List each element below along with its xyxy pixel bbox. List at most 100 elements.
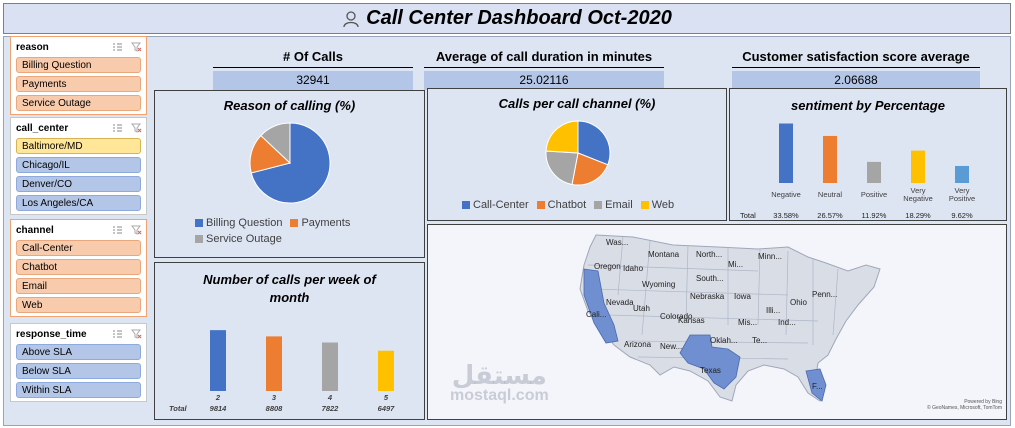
map-state-label: Nebraska [690,292,725,301]
legend-label: Email [605,199,633,211]
week-bar[interactable] [378,350,394,391]
legend-label: Call-Center [473,199,529,211]
map-state-label: Cali... [586,310,606,319]
channel-pie [545,120,611,186]
weekly-calls-chart[interactable]: Number of calls per week of month 2 9814 3… [154,262,425,420]
legend-entry: Web [640,199,674,211]
map-credit-line1: Powered by Bing [964,399,1002,405]
user-icon [343,10,359,27]
pie-slice-email[interactable] [545,150,579,186]
clear-filter-icon[interactable] [131,123,142,133]
us-map-chart[interactable]: Was... Oregon Idaho Montana North... Mi... Min… [427,224,1007,420]
watermark: مستقل mostaql.com [450,363,549,406]
clear-filter-icon[interactable] [131,225,142,235]
channel-chart[interactable]: Calls per call channel (%) Call-Center Ch… [427,88,727,221]
map-state-label: Oregon [594,262,621,271]
slicer-item-denver-co[interactable]: Denver/CO [16,176,141,192]
legend-swatch [594,201,603,209]
reason-chart-title: Reason of calling (%) [223,98,356,113]
slicer-title: reason [16,41,49,53]
dashboard-title-bar: Call Center Dashboard Oct-2020 [3,3,1011,34]
slicer-header: call_center [11,118,146,138]
california-state [583,268,619,344]
week-value-label: 8808 [266,404,284,413]
slicer-item-above-sla[interactable]: Above SLA [16,344,141,360]
channel-chart-title: Calls per call channel (%) [498,96,656,111]
legend-entry: Email [594,199,633,211]
clear-filter-icon[interactable] [131,329,142,339]
map-state-label: Kansas [678,316,705,325]
pie-slice-chatbot[interactable] [571,152,609,186]
week-bar[interactable] [322,342,338,391]
slicer-item-billing-question[interactable]: Billing Question [16,57,141,73]
legend-entry: Billing Question [195,217,282,229]
kpi-duration-label: Average of call duration in minutes [424,46,664,68]
weekly-bars: 2 9814 3 8808 4 7822 5 6497 Total [169,330,395,413]
kpi-csat-value: 2.06688 [732,71,980,90]
slicer-title: channel [16,224,54,236]
map-state-label: Arizona [624,340,652,349]
sentiment-value-label: 11.92% [862,211,887,220]
slicer-item-chatbot[interactable]: Chatbot [16,259,141,275]
clear-filter-icon[interactable] [131,42,142,52]
kpi-duration: Average of call duration in minutes 25.0… [424,46,664,90]
us-map: Was... Oregon Idaho Montana North... Mi... Min… [579,234,881,402]
sentiment-category-label: Very Negative [903,186,933,203]
slicer-item-call-center[interactable]: Call-Center [16,240,141,256]
pie-slice-call-center[interactable] [577,120,611,166]
map-state-label: Mi... [728,260,743,269]
legend-label: Service Outage [206,233,282,245]
map-state-label: Was... [606,238,628,247]
dashboard-title: Call Center Dashboard Oct-2020 [366,7,672,29]
multi-select-icon[interactable] [112,329,123,339]
multi-select-icon[interactable] [112,123,123,133]
sentiment-bar[interactable] [779,123,793,183]
week-bar[interactable] [266,336,282,391]
slicer-header: reason [11,37,146,57]
slicer-item-within-sla[interactable]: Within SLA [16,382,141,398]
map-state-label: Minn... [758,252,782,261]
sentiment-bar[interactable] [911,150,925,183]
slicer-item-payments[interactable]: Payments [16,76,141,92]
sentiment-total-label: Total [740,211,756,220]
sentiment-chart[interactable]: sentiment by Percentage Negative 33.58% Ne… [729,88,1007,221]
texas-state [679,334,741,390]
sentiment-bars: Negative 33.58% Neutral 26.57% Positive 11.92… [740,123,975,220]
reason-pie [249,122,331,204]
multi-select-icon[interactable] [112,225,123,235]
slicer-item-email[interactable]: Email [16,278,141,294]
week-total-label: Total [169,404,188,413]
week-category-label: 5 [384,393,389,402]
weekly-calls-chart-title: Number of calls per week of month [203,272,376,305]
slicer-item-baltimore-md[interactable]: Baltimore/MD [16,138,141,154]
sentiment-bar[interactable] [867,161,881,183]
week-category-label: 2 [215,393,221,402]
map-state-label: South... [696,274,724,283]
week-category-label: 4 [327,393,333,402]
week-bar[interactable] [210,330,226,391]
slicer-item-los-angeles-ca[interactable]: Los Angeles/CA [16,195,141,211]
week-value-label: 9814 [210,404,228,413]
legend-label: Billing Question [206,217,283,229]
sentiment-bar[interactable] [823,135,837,183]
slicer-item-service-outage[interactable]: Service Outage [16,95,141,111]
legend-swatch [462,201,470,209]
pie-slice-web[interactable] [545,120,579,154]
sentiment-value-label: 26.57% [817,211,843,220]
slicer-item-web[interactable]: Web [16,297,141,313]
slicer-item-chicago-il[interactable]: Chicago/IL [16,157,141,173]
sentiment-bar[interactable] [955,165,969,183]
multi-select-icon[interactable] [112,42,123,52]
map-state-label: Utah [633,304,650,313]
slicer-response-time: response_time Above SLA Below SLA Within SL… [10,323,147,402]
map-state-label: Mis... [738,318,757,327]
slicer-item-below-sla[interactable]: Below SLA [16,363,141,379]
map-state-label: Te... [752,336,767,345]
map-credit-line2: © GeoNames, Microsoft, TomTom [927,405,1002,411]
pie-slice-service-outage[interactable] [260,122,291,165]
reason-chart[interactable]: Reason of calling (%) Billing Question Pa… [154,90,425,258]
sentiment-category-label: Neutral [818,190,843,199]
kpi-calls-label: # Of Calls [213,46,413,68]
legend-swatch [290,219,299,227]
kpi-calls: # Of Calls 32941 [213,46,413,90]
